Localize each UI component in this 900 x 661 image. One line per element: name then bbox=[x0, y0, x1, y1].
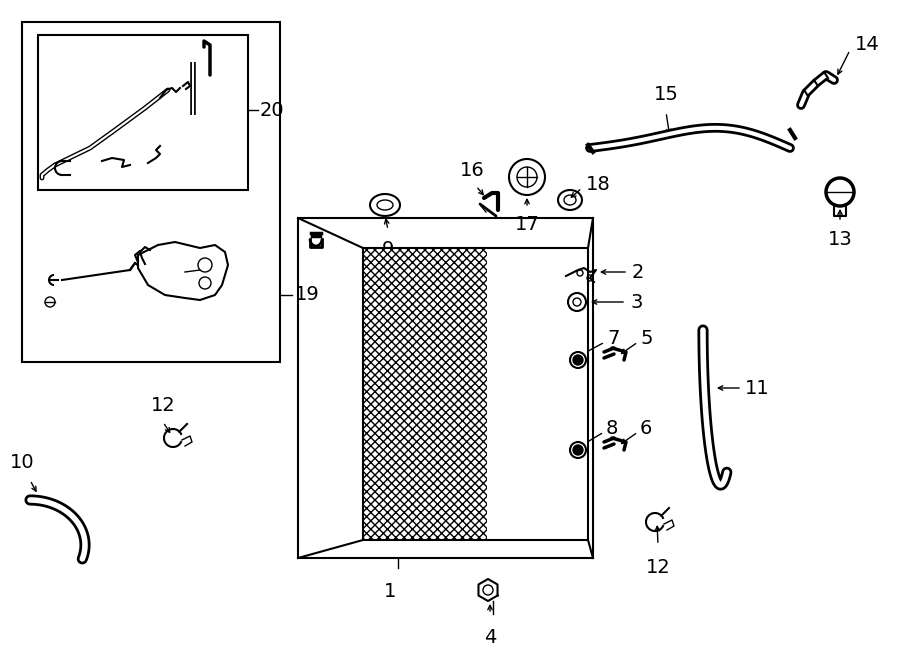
Text: 10: 10 bbox=[10, 453, 34, 472]
Text: 6: 6 bbox=[640, 418, 652, 438]
Text: 15: 15 bbox=[653, 85, 679, 104]
Circle shape bbox=[573, 355, 583, 365]
Bar bbox=[22, 22, 280, 362]
Polygon shape bbox=[138, 242, 228, 300]
Text: 20: 20 bbox=[260, 100, 284, 120]
Text: 4: 4 bbox=[484, 628, 496, 647]
Text: 12: 12 bbox=[645, 558, 670, 577]
Text: 16: 16 bbox=[460, 161, 484, 180]
Bar bbox=[38, 35, 248, 190]
Circle shape bbox=[573, 445, 583, 455]
Bar bbox=[363, 248, 588, 540]
Text: 3: 3 bbox=[630, 293, 643, 311]
Text: 18: 18 bbox=[586, 176, 611, 194]
Text: 11: 11 bbox=[745, 379, 770, 397]
Text: 17: 17 bbox=[515, 215, 539, 234]
Text: 7: 7 bbox=[607, 329, 619, 348]
Text: 1: 1 bbox=[383, 582, 396, 601]
Text: 19: 19 bbox=[295, 286, 319, 305]
Text: 9: 9 bbox=[382, 240, 394, 259]
Bar bbox=[298, 218, 593, 558]
Text: 2: 2 bbox=[632, 262, 644, 282]
Text: 5: 5 bbox=[640, 329, 652, 348]
Text: 12: 12 bbox=[150, 396, 176, 415]
Polygon shape bbox=[479, 579, 498, 601]
Text: 8: 8 bbox=[606, 418, 618, 438]
Text: 13: 13 bbox=[828, 230, 852, 249]
Bar bbox=[363, 248, 487, 540]
Text: 14: 14 bbox=[855, 36, 880, 54]
